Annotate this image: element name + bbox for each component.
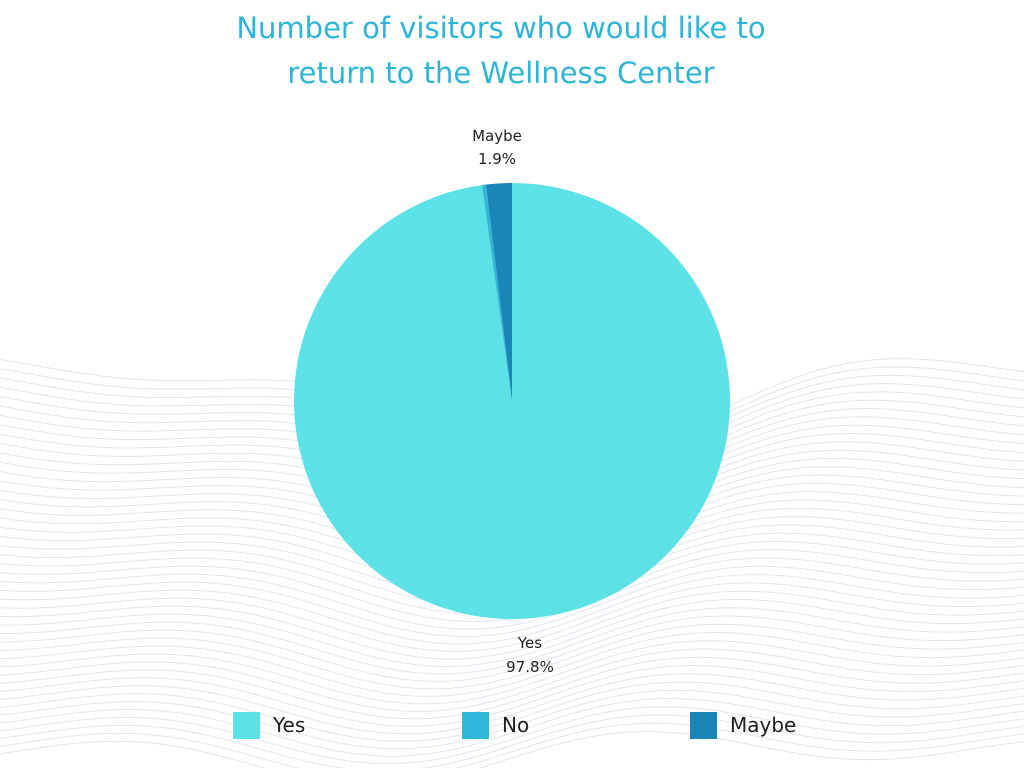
background-wave-line	[0, 574, 1024, 645]
slice-label-maybe: Maybe	[472, 127, 522, 145]
background-wave-line	[0, 640, 1024, 705]
background-wave-line	[0, 598, 1024, 668]
legend-swatch-maybe	[690, 711, 717, 739]
legend: Yes No Maybe	[0, 708, 1024, 742]
background-wave-line	[0, 664, 1024, 727]
background-wave-line	[0, 590, 1024, 660]
legend-swatch-no	[462, 711, 489, 739]
background-wave-line	[0, 631, 1024, 697]
background-wave-line	[0, 731, 1024, 768]
pie-slice-yes	[293, 183, 730, 620]
background-wave-line	[0, 557, 1024, 630]
background-wave-line	[0, 697, 1024, 757]
pie-slice-maybe	[486, 183, 512, 401]
background-wave-line	[0, 656, 1024, 720]
legend-item-maybe: Maybe	[690, 708, 796, 742]
legend-label-maybe: Maybe	[730, 713, 797, 737]
slice-value-maybe: 1.9%	[478, 150, 516, 168]
slice-value-yes: 97.8%	[506, 658, 554, 676]
background-wave-line	[0, 615, 1024, 682]
background-wave-line	[0, 623, 1024, 690]
pie-slice-no	[481, 184, 512, 401]
background-wave-line	[0, 689, 1024, 750]
legend-swatch-yes	[233, 711, 260, 739]
background-wave-line	[0, 706, 1024, 765]
background-wave-line	[0, 582, 1024, 652]
chart-title-line-2: return to the Wellness Center	[287, 56, 715, 90]
legend-item-no: No	[462, 708, 529, 742]
background-wave-line	[0, 565, 1024, 638]
background-wave-line	[0, 648, 1024, 712]
background-wave-line	[0, 681, 1024, 742]
chart-title-line-1: Number of visitors who would like to	[236, 11, 766, 45]
background-wave-line	[0, 673, 1024, 735]
legend-item-yes: Yes	[233, 708, 305, 742]
chart-title: Number of visitors who would like to ret…	[0, 6, 1002, 96]
background-wave-line	[0, 722, 1024, 768]
background-wave-line	[0, 607, 1024, 675]
slice-label-yes: Yes	[517, 634, 542, 652]
legend-label-no: No	[502, 713, 530, 737]
legend-label-yes: Yes	[273, 713, 306, 737]
background-wave-line	[0, 714, 1024, 768]
